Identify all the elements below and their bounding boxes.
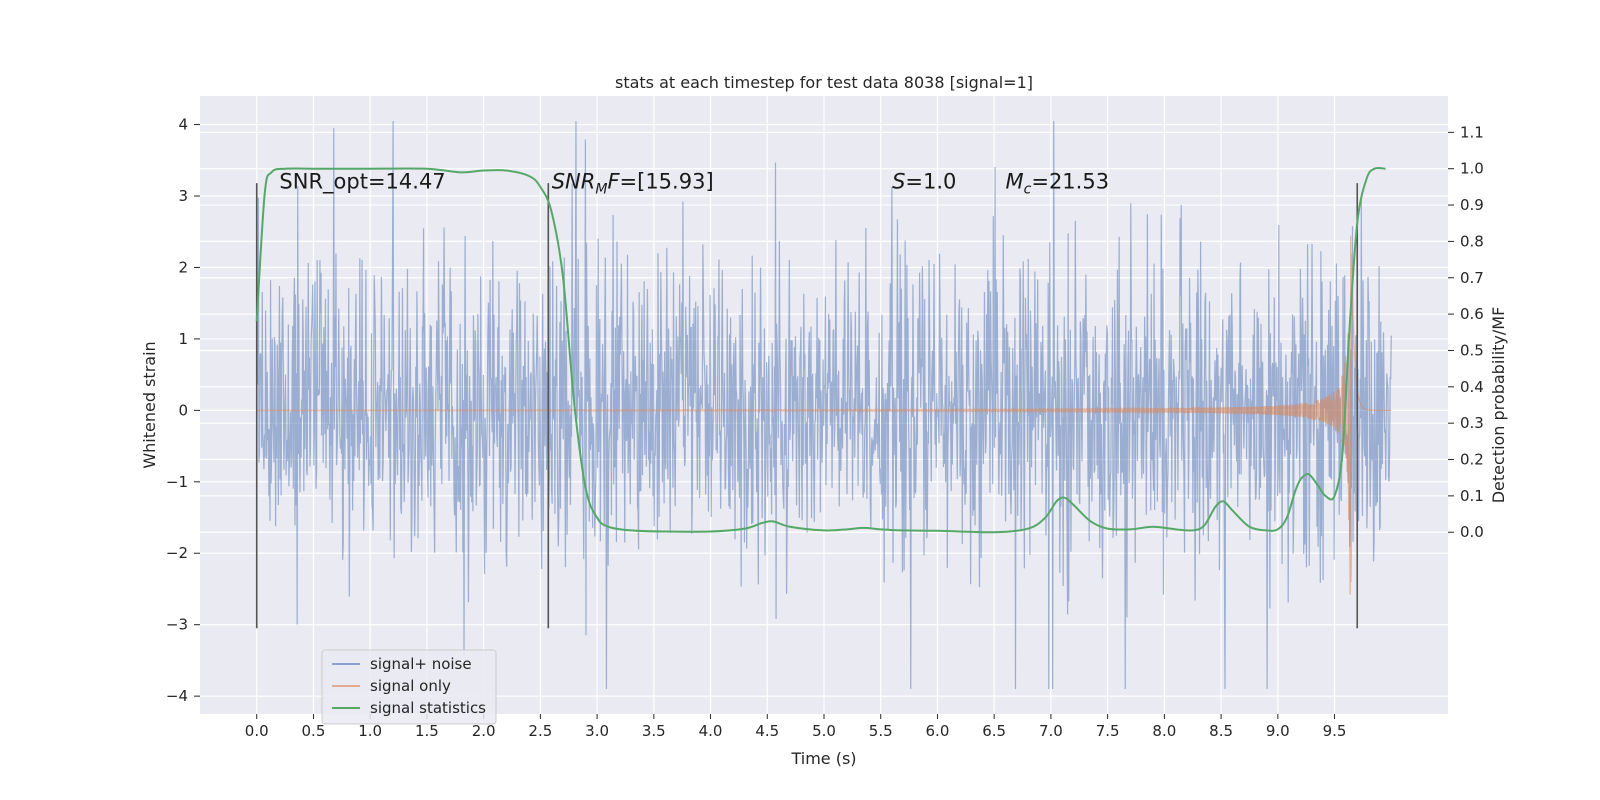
y-right-tick-label: 0.8 <box>1460 232 1484 250</box>
x-tick-label: 3.0 <box>585 722 609 740</box>
x-tick-label: 2.5 <box>528 722 552 740</box>
chirp-trace-layer <box>256 235 1392 595</box>
x-tick-label: 6.5 <box>982 722 1006 740</box>
x-tick-label: 9.5 <box>1323 722 1347 740</box>
y-right-tick-label: 0.7 <box>1460 269 1484 287</box>
annotations: SNR_opt=14.47 SNRMF=[15.93] S=1.0 Mc=21.53 <box>279 170 1109 198</box>
y-right-tick-label: 0.3 <box>1460 414 1484 432</box>
y-tick-label: −4 <box>166 687 188 705</box>
y-tick-label: 1 <box>178 330 188 348</box>
series-signal-noise <box>256 121 1392 689</box>
legend-label-noise: signal+ noise <box>370 655 472 673</box>
x-tick-label: 5.0 <box>812 722 836 740</box>
y-tick-label: −3 <box>166 616 188 634</box>
annotation-mc-value: Mc=21.53 <box>1006 170 1110 198</box>
x-tick-label: 7.0 <box>1039 722 1063 740</box>
x-tick-label: 4.0 <box>699 722 723 740</box>
y-right-tick-label: 0.4 <box>1460 378 1484 396</box>
y-tick-label: 2 <box>178 258 188 276</box>
chart-title: stats at each timestep for test data 803… <box>615 73 1033 92</box>
x-tick-label: 0.5 <box>302 722 326 740</box>
y-right-tick-label: 0.1 <box>1460 487 1484 505</box>
x-tick-label: 5.5 <box>869 722 893 740</box>
annotation-snr-mf: SNRMF=[15.93] <box>552 170 714 198</box>
x-tick-label: 8.0 <box>1152 722 1176 740</box>
y-tick-label: 4 <box>178 116 188 134</box>
statistics-line-layer <box>255 166 1386 534</box>
y-right-tick-label: 0.6 <box>1460 305 1484 323</box>
y-tick-label: −1 <box>166 473 188 491</box>
y-tick-label: 0 <box>178 401 188 419</box>
x-tick-label: 2.0 <box>472 722 496 740</box>
series-signal-statistics <box>255 166 1386 534</box>
x-axis-ticks: 0.0 0.5 1.0 1.5 2.0 2.5 3.0 3.5 4.0 4.5 5.0 5.5 6.0 6… <box>245 714 1347 740</box>
vertical-markers <box>255 183 1359 629</box>
y-axis-label: Whitened strain <box>140 341 159 468</box>
y-axis-ticks: −4 −3 −2 −1 0 1 2 3 4 <box>166 116 200 705</box>
y-right-tick-label: 1.0 <box>1460 160 1484 178</box>
x-tick-label: 0.0 <box>245 722 269 740</box>
x-axis-label: Time (s) <box>790 749 856 768</box>
x-tick-label: 1.0 <box>358 722 382 740</box>
y-tick-label: −2 <box>166 544 188 562</box>
x-tick-label: 7.5 <box>1096 722 1120 740</box>
legend-box <box>321 649 497 725</box>
y-right-tick-label: 1.1 <box>1460 123 1484 141</box>
x-tick-label: 8.5 <box>1209 722 1233 740</box>
y-right-axis-label: Detection probability/MF <box>1489 307 1508 504</box>
x-tick-label: 4.5 <box>755 722 779 740</box>
y-right-tick-label: 0.2 <box>1460 451 1484 469</box>
legend-label-statistics: signal statistics <box>370 699 486 717</box>
annotation-snr-opt: SNR_opt=14.47 <box>279 170 445 195</box>
y-right-tick-label: 0.5 <box>1460 341 1484 359</box>
x-tick-label: 1.5 <box>415 722 439 740</box>
x-tick-label: 9.0 <box>1266 722 1290 740</box>
series-signal-only <box>256 235 1392 595</box>
legend-label-signal: signal only <box>370 677 451 695</box>
x-tick-label: 3.5 <box>642 722 666 740</box>
y-right-tick-label: 0.0 <box>1460 523 1484 541</box>
y-right-axis-ticks: 0.0 0.1 0.2 0.3 0.4 0.5 0.6 0.7 0.8 0.9 1.0 1.1 <box>1448 123 1484 541</box>
x-tick-label: 6.0 <box>926 722 950 740</box>
noise-trace-layer <box>256 121 1392 689</box>
legend: signal+ noise signal only signal statist… <box>321 649 497 725</box>
y-tick-label: 3 <box>178 187 188 205</box>
y-right-tick-label: 0.9 <box>1460 196 1484 214</box>
annotation-s-value: S=1.0 <box>892 170 956 194</box>
